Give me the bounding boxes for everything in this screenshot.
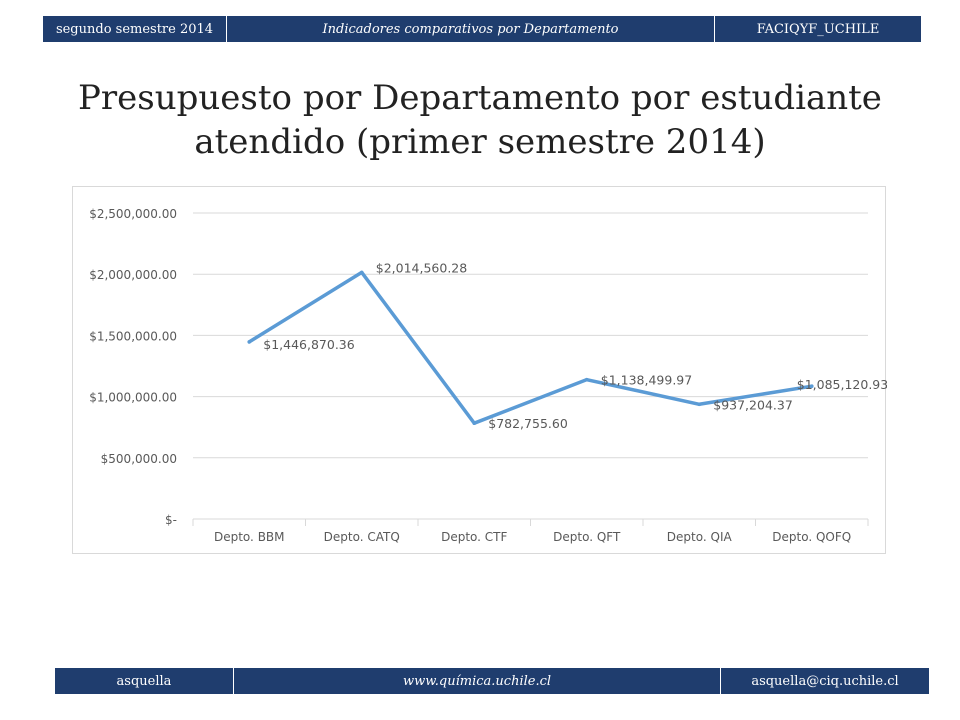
data-label: $782,755.60	[488, 416, 568, 431]
data-label: $1,446,870.36	[263, 337, 354, 352]
data-point	[247, 340, 252, 344]
slide-title: Presupuesto por Departamento por estudia…	[40, 76, 920, 164]
footer-author: asquella	[55, 668, 234, 694]
data-label: $1,138,499.97	[601, 373, 692, 388]
y-tick-label: $500,000.00	[101, 452, 177, 466]
data-label: $937,204.37	[713, 397, 793, 412]
y-tick-label: $-	[165, 513, 177, 527]
y-tick-label: $2,500,000.00	[89, 207, 177, 221]
chart-area: $- $500,000.00 $1,000,000.00 $1,500,000.00 $…	[72, 186, 887, 554]
header-institution: FACIQYF_UCHILE	[756, 21, 880, 37]
data-label: $2,014,560.28	[376, 260, 467, 275]
x-tick-label: Depto. QIA	[667, 530, 733, 544]
slide-title-line-2: atendido (primer semestre 2014)	[194, 122, 766, 162]
footer-email[interactable]: asquella@ciq.uchile.cl	[751, 673, 899, 689]
line-chart: $- $500,000.00 $1,000,000.00 $1,500,000.00 $…	[89, 207, 887, 544]
slide-title-line-1: Presupuesto por Departamento por estudia…	[78, 78, 882, 118]
y-tick-label: $2,000,000.00	[89, 268, 177, 282]
data-point	[359, 270, 364, 275]
x-tick-label: Depto. CTF	[441, 530, 507, 544]
x-tick-label: Depto. BBM	[214, 530, 285, 544]
y-tick-label: $1,500,000.00	[89, 329, 177, 343]
x-tick-label: Depto. CATQ	[324, 530, 400, 544]
footer-website[interactable]: www.química.uchile.cl	[234, 668, 721, 694]
series-line	[247, 270, 814, 425]
header-semester: segundo semestre 2014	[43, 16, 227, 42]
x-tick-label: Depto. QFT	[553, 530, 621, 544]
header-bar: segundo semestre 2014 Indicadores compar…	[43, 16, 921, 42]
x-tick-label: Depto. QOFQ	[772, 530, 851, 544]
y-tick-label: $1,000,000.00	[89, 391, 177, 405]
data-point	[809, 384, 814, 388]
footer-bar: asquella www.química.uchile.cl asquella@…	[55, 668, 929, 694]
header-subject: Indicadores comparativos por Departament…	[227, 16, 715, 42]
data-point	[472, 421, 477, 425]
data-label: $1,085,120.93	[797, 377, 887, 392]
data-point	[697, 402, 702, 407]
data-point	[584, 377, 589, 382]
